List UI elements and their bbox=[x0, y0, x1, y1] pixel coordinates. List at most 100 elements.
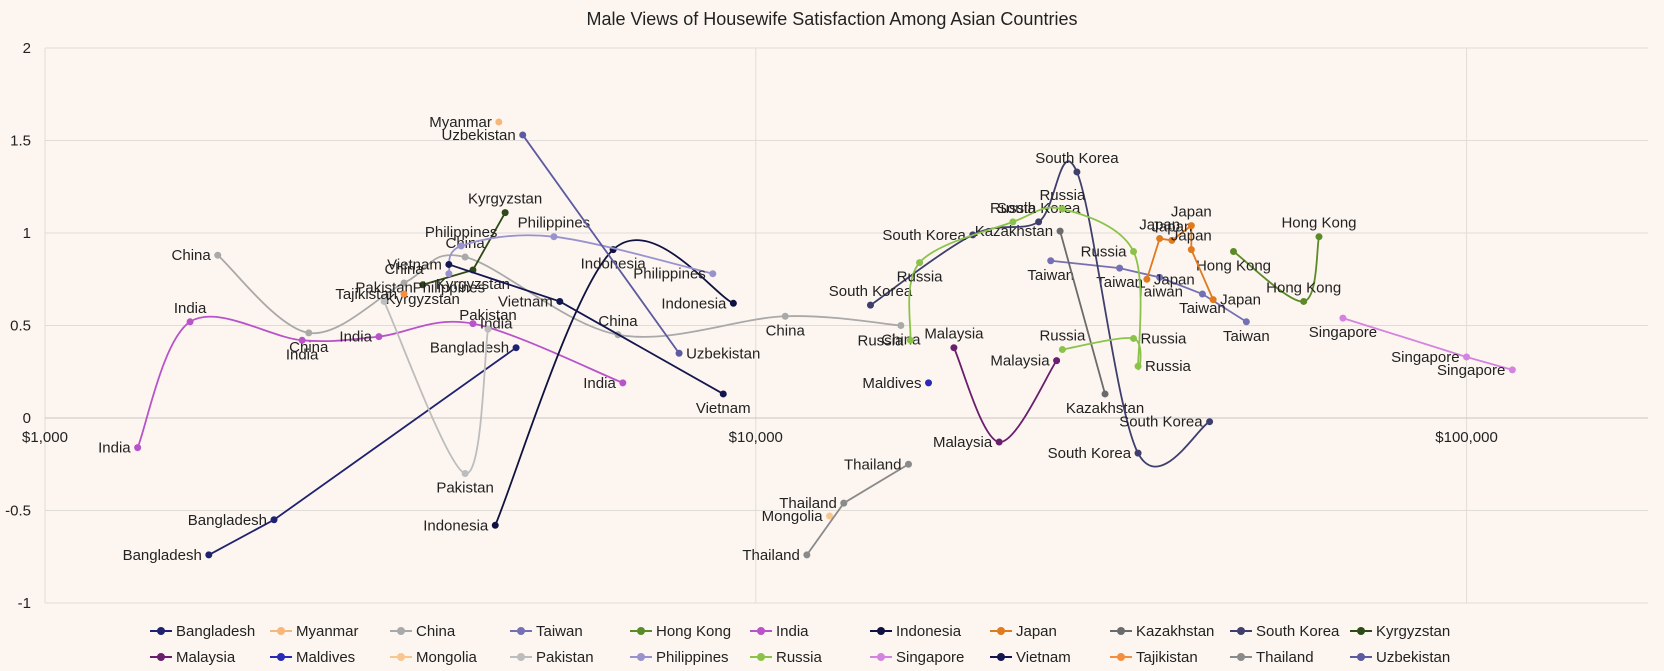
legend-item-south-korea[interactable]: South Korea bbox=[1230, 620, 1350, 642]
legend-item-kyrgyzstan[interactable]: Kyrgyzstan bbox=[1350, 620, 1470, 642]
data-point-russia[interactable] bbox=[1134, 362, 1142, 370]
data-point-kyrgyzstan[interactable] bbox=[419, 281, 427, 289]
legend-item-thailand[interactable]: Thailand bbox=[1230, 646, 1350, 668]
data-label-thailand: Thailand bbox=[844, 456, 902, 473]
legend-item-malaysia[interactable]: Malaysia bbox=[150, 646, 270, 668]
legend-item-vietnam[interactable]: Vietnam bbox=[990, 646, 1110, 668]
data-point-russia[interactable] bbox=[1130, 334, 1138, 342]
data-point-japan[interactable] bbox=[1187, 246, 1195, 254]
data-point-philippines[interactable] bbox=[709, 270, 717, 278]
data-point-taiwan[interactable] bbox=[1242, 318, 1250, 326]
data-point-thailand[interactable] bbox=[803, 551, 811, 559]
data-point-mongolia[interactable] bbox=[826, 512, 834, 520]
legend-item-singapore[interactable]: Singapore bbox=[870, 646, 990, 668]
legend-item-india[interactable]: India bbox=[750, 620, 870, 642]
data-point-singapore[interactable] bbox=[1508, 366, 1516, 374]
data-point-singapore[interactable] bbox=[1463, 353, 1471, 361]
data-point-indonesia[interactable] bbox=[729, 299, 737, 307]
data-point-pakistan[interactable] bbox=[380, 297, 388, 305]
data-label-philippines: Philippines bbox=[518, 215, 591, 232]
data-point-bangladesh[interactable] bbox=[512, 344, 520, 352]
legend-item-indonesia[interactable]: Indonesia bbox=[870, 620, 990, 642]
legend-item-tajikistan[interactable]: Tajikistan bbox=[1110, 646, 1230, 668]
data-point-china[interactable] bbox=[781, 312, 789, 320]
data-point-tajikistan[interactable] bbox=[400, 290, 408, 298]
data-point-uzbekistan[interactable] bbox=[519, 131, 527, 139]
legend-item-japan[interactable]: Japan bbox=[990, 620, 1110, 642]
data-point-russia[interactable] bbox=[1009, 218, 1017, 226]
data-point-vietnam[interactable] bbox=[719, 390, 727, 398]
data-point-malaysia[interactable] bbox=[1053, 357, 1061, 365]
data-point-myanmar[interactable] bbox=[495, 118, 503, 126]
data-point-vietnam[interactable] bbox=[556, 297, 564, 305]
legend-item-myanmar[interactable]: Myanmar bbox=[270, 620, 390, 642]
data-point-vietnam[interactable] bbox=[445, 260, 453, 268]
legend-item-taiwan[interactable]: Taiwan bbox=[510, 620, 630, 642]
data-point-south-korea[interactable] bbox=[1134, 449, 1142, 457]
data-point-china[interactable] bbox=[400, 279, 408, 287]
data-point-bangladesh[interactable] bbox=[205, 551, 213, 559]
data-point-hong-kong[interactable] bbox=[1315, 233, 1323, 241]
data-point-china[interactable] bbox=[897, 322, 905, 329]
data-point-china[interactable] bbox=[214, 251, 222, 259]
data-point-bangladesh[interactable] bbox=[270, 516, 278, 524]
data-label-russia: Russia bbox=[1039, 328, 1086, 345]
data-point-japan[interactable] bbox=[1187, 222, 1195, 230]
data-point-russia[interactable] bbox=[1058, 346, 1066, 354]
data-point-indonesia[interactable] bbox=[491, 521, 499, 529]
legend-item-russia[interactable]: Russia bbox=[750, 646, 870, 668]
legend-item-pakistan[interactable]: Pakistan bbox=[510, 646, 630, 668]
data-point-kazakhstan[interactable] bbox=[1056, 227, 1064, 235]
data-point-pakistan[interactable] bbox=[484, 325, 492, 333]
data-point-thailand[interactable] bbox=[840, 499, 848, 507]
data-point-taiwan[interactable] bbox=[1198, 290, 1206, 298]
data-point-russia[interactable] bbox=[1058, 205, 1066, 213]
data-point-maldives[interactable] bbox=[925, 379, 933, 387]
data-point-japan[interactable] bbox=[1168, 236, 1176, 244]
data-point-philippines[interactable] bbox=[445, 270, 453, 278]
data-point-russia[interactable] bbox=[1130, 248, 1138, 255]
legend-item-kazakhstan[interactable]: Kazakhstan bbox=[1110, 620, 1230, 642]
data-point-japan[interactable] bbox=[1143, 275, 1151, 283]
data-point-hong-kong[interactable] bbox=[1300, 297, 1308, 305]
data-point-philippines[interactable] bbox=[457, 242, 465, 250]
data-point-india[interactable] bbox=[469, 320, 477, 328]
legend-item-mongolia[interactable]: Mongolia bbox=[390, 646, 510, 668]
data-point-india[interactable] bbox=[619, 379, 627, 387]
legend-label: Hong Kong bbox=[656, 622, 732, 640]
data-point-russia[interactable] bbox=[906, 336, 914, 344]
data-point-south-korea[interactable] bbox=[1073, 168, 1081, 176]
data-point-japan[interactable] bbox=[1209, 296, 1217, 304]
data-point-india[interactable] bbox=[375, 333, 383, 341]
legend-item-philippines[interactable]: Philippines bbox=[630, 646, 750, 668]
data-point-malaysia[interactable] bbox=[950, 344, 958, 352]
legend-item-china[interactable]: China bbox=[390, 620, 510, 642]
data-point-kyrgyzstan[interactable] bbox=[501, 209, 509, 217]
data-point-thailand[interactable] bbox=[904, 460, 912, 468]
data-point-japan[interactable] bbox=[1156, 235, 1164, 243]
data-point-taiwan[interactable] bbox=[1116, 264, 1124, 272]
data-point-pakistan[interactable] bbox=[461, 470, 469, 477]
data-point-hong-kong[interactable] bbox=[1229, 248, 1237, 255]
data-point-taiwan[interactable] bbox=[1156, 273, 1164, 281]
legend-item-hong-kong[interactable]: Hong Kong bbox=[630, 620, 750, 642]
legend-swatch bbox=[390, 627, 412, 635]
data-point-russia[interactable] bbox=[916, 259, 924, 267]
data-point-singapore[interactable] bbox=[1339, 314, 1347, 322]
data-point-taiwan[interactable] bbox=[1047, 257, 1055, 265]
data-point-india[interactable] bbox=[186, 318, 194, 326]
data-point-south-korea[interactable] bbox=[1206, 418, 1214, 426]
legend-item-uzbekistan[interactable]: Uzbekistan bbox=[1350, 646, 1470, 668]
legend-item-maldives[interactable]: Maldives bbox=[270, 646, 390, 668]
data-point-china[interactable] bbox=[305, 329, 313, 337]
data-point-uzbekistan[interactable] bbox=[675, 349, 683, 357]
data-point-china[interactable] bbox=[461, 253, 469, 261]
data-point-malaysia[interactable] bbox=[995, 438, 1003, 446]
data-point-philippines[interactable] bbox=[550, 233, 558, 241]
legend-item-bangladesh[interactable]: Bangladesh bbox=[150, 620, 270, 642]
data-point-india[interactable] bbox=[298, 336, 306, 344]
data-point-south-korea[interactable] bbox=[866, 301, 874, 309]
data-point-south-korea[interactable] bbox=[1035, 218, 1043, 226]
data-point-india[interactable] bbox=[134, 444, 142, 452]
data-point-kazakhstan[interactable] bbox=[1101, 390, 1109, 398]
